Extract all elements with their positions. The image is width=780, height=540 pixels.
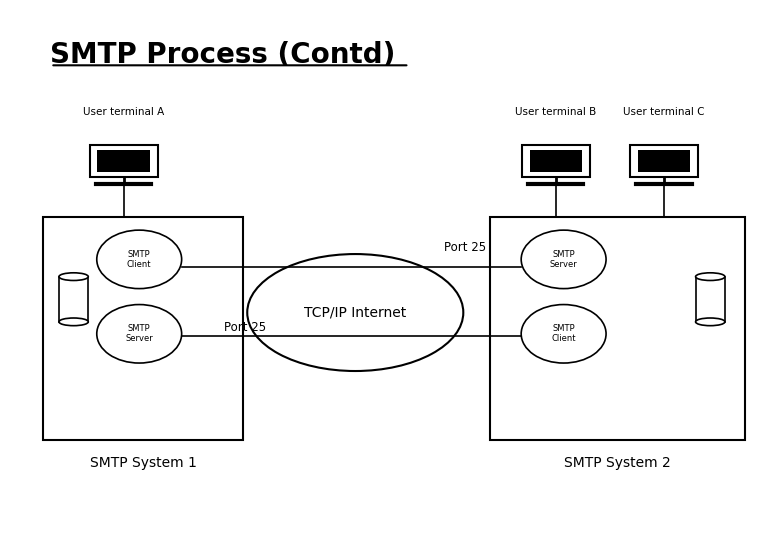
Ellipse shape (97, 305, 182, 363)
Text: User terminal B: User terminal B (516, 107, 597, 117)
Bar (90, 145, 158, 177)
Text: SMTP System 2: SMTP System 2 (564, 456, 671, 470)
Text: SMTP
Client: SMTP Client (127, 249, 151, 269)
Ellipse shape (59, 273, 88, 280)
Text: SMTP
Server: SMTP Server (126, 324, 153, 343)
Text: SMTP
Server: SMTP Server (550, 249, 577, 269)
Bar (59, 276, 88, 322)
Bar (43, 217, 243, 440)
Bar (637, 150, 690, 172)
Text: Port 25: Port 25 (224, 321, 266, 334)
Bar (491, 217, 745, 440)
Text: SMTP Process (Contd): SMTP Process (Contd) (51, 42, 395, 69)
Ellipse shape (59, 318, 88, 326)
Ellipse shape (97, 230, 182, 288)
Text: User terminal A: User terminal A (83, 107, 165, 117)
Text: Port 25: Port 25 (445, 241, 487, 254)
Text: SMTP System 1: SMTP System 1 (90, 456, 197, 470)
Ellipse shape (696, 318, 725, 326)
Bar (530, 150, 582, 172)
Ellipse shape (247, 254, 463, 371)
Text: TCP/IP Internet: TCP/IP Internet (304, 306, 406, 320)
Bar (696, 276, 725, 322)
Text: SMTP
Client: SMTP Client (551, 324, 576, 343)
Bar (630, 145, 698, 177)
Bar (98, 150, 150, 172)
Ellipse shape (696, 273, 725, 280)
Text: User terminal C: User terminal C (623, 107, 704, 117)
Bar (522, 145, 590, 177)
Ellipse shape (521, 305, 606, 363)
Ellipse shape (521, 230, 606, 288)
